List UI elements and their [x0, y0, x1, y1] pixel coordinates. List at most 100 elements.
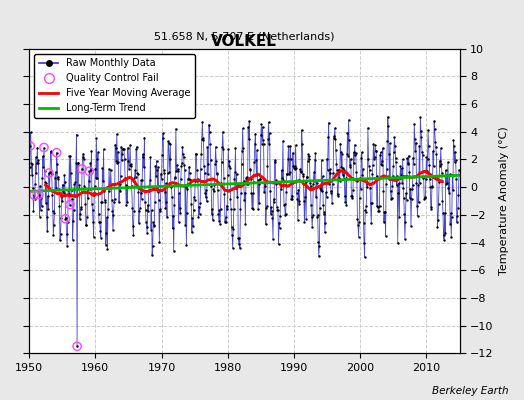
Point	[197, 151, 205, 157]
Point	[406, 186, 414, 192]
Point	[73, 160, 82, 166]
Point	[356, 186, 365, 192]
Point	[143, 230, 151, 236]
Point	[395, 180, 403, 187]
Point	[176, 205, 184, 212]
Point	[248, 190, 257, 196]
Point	[108, 208, 116, 214]
Point	[377, 162, 386, 168]
Point	[330, 134, 338, 141]
Point	[116, 173, 125, 179]
Point	[100, 146, 108, 152]
Point	[59, 181, 67, 188]
Point	[320, 211, 329, 218]
Point	[273, 207, 281, 213]
Point	[30, 192, 38, 198]
Point	[260, 180, 269, 186]
Point	[155, 239, 163, 246]
Point	[353, 215, 362, 222]
Point	[41, 200, 50, 206]
Point	[342, 202, 351, 208]
Point	[276, 224, 284, 231]
Point	[227, 224, 236, 230]
Point	[115, 181, 124, 188]
Point	[286, 168, 294, 175]
Point	[93, 175, 101, 181]
Point	[199, 135, 208, 141]
Point	[354, 233, 363, 240]
Point	[186, 181, 194, 187]
Point	[266, 188, 275, 194]
Point	[183, 186, 192, 192]
Point	[32, 160, 41, 166]
Point	[256, 176, 264, 182]
Point	[439, 210, 447, 216]
Point	[233, 194, 242, 200]
Point	[306, 180, 314, 186]
Point	[61, 216, 70, 222]
Point	[201, 190, 209, 196]
Point	[208, 206, 216, 212]
Point	[321, 229, 329, 236]
Point	[205, 122, 213, 128]
Point	[413, 212, 422, 219]
Point	[208, 211, 216, 217]
Point	[287, 155, 295, 162]
Point	[416, 180, 424, 186]
Point	[134, 170, 142, 177]
Point	[189, 222, 197, 229]
Point	[443, 180, 452, 186]
Point	[110, 199, 118, 206]
Point	[234, 181, 242, 187]
Point	[269, 236, 277, 242]
Point	[388, 183, 396, 189]
Point	[61, 216, 70, 222]
Point	[93, 156, 102, 163]
Point	[401, 236, 409, 243]
Point	[26, 164, 34, 170]
Point	[314, 253, 323, 260]
Point	[355, 219, 363, 226]
Point	[200, 170, 209, 176]
Point	[231, 145, 239, 151]
Point	[216, 206, 225, 212]
Point	[205, 128, 214, 135]
Point	[209, 186, 217, 192]
Point	[414, 199, 423, 206]
Point	[319, 173, 327, 180]
Point	[376, 149, 385, 156]
Point	[135, 208, 144, 214]
Point	[162, 180, 170, 186]
Point	[89, 207, 97, 214]
Point	[453, 219, 461, 225]
Point	[141, 198, 149, 205]
Point	[146, 154, 155, 161]
Point	[157, 176, 166, 182]
Point	[386, 188, 395, 194]
Point	[308, 224, 316, 230]
Point	[379, 145, 387, 151]
Point	[163, 170, 172, 177]
Point	[316, 205, 324, 211]
Point	[234, 235, 243, 241]
Point	[166, 141, 174, 147]
Point	[412, 180, 421, 186]
Point	[428, 184, 436, 190]
Point	[342, 175, 350, 182]
Point	[95, 219, 104, 225]
Point	[354, 222, 362, 228]
Point	[68, 187, 76, 194]
Point	[52, 150, 61, 156]
Point	[182, 241, 191, 248]
Point	[396, 175, 404, 181]
Point	[82, 222, 90, 229]
Point	[389, 173, 397, 179]
Point	[368, 170, 377, 177]
Point	[429, 148, 437, 154]
Point	[153, 166, 161, 173]
Point	[269, 196, 278, 202]
Point	[391, 142, 399, 149]
Point	[294, 198, 303, 204]
Point	[436, 163, 444, 170]
Point	[147, 226, 155, 233]
